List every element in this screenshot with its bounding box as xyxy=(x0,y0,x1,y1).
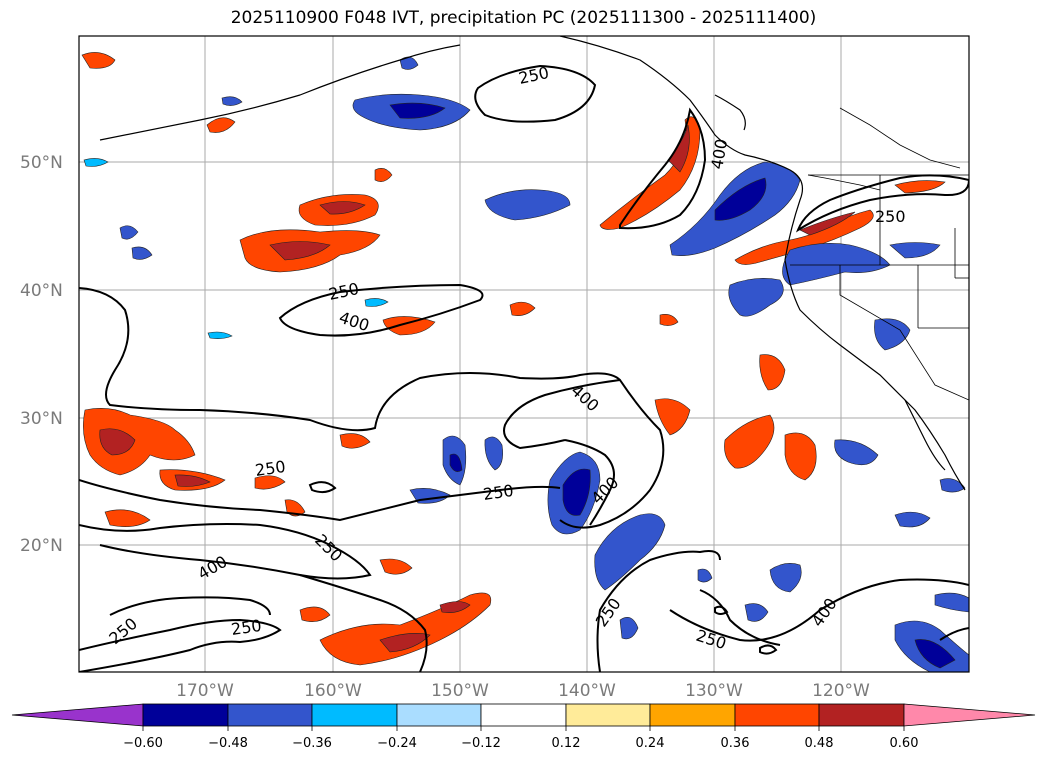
colorbar-segment xyxy=(734,703,820,727)
colorbar-segment xyxy=(396,703,482,727)
colorbar-tick-label: −0.48 xyxy=(208,736,248,751)
map-frame xyxy=(78,35,970,673)
colorbar-segment xyxy=(311,703,398,727)
lon-label-130w: 130°W xyxy=(685,681,743,701)
colorbar-tick-label: 0.36 xyxy=(721,736,750,751)
coastlines xyxy=(99,36,966,491)
lat-label-40n: 40°N xyxy=(20,281,63,301)
colorbar-tick-label: −0.36 xyxy=(292,736,332,751)
lon-label-170w: 170°W xyxy=(176,681,234,701)
figure-title: 2025110900 F048 IVT, precipitation PC (2… xyxy=(230,8,817,28)
colorbar-segment xyxy=(649,703,736,727)
contour-label: 250 xyxy=(254,457,287,480)
positive-precip-blobs xyxy=(81,52,946,666)
negative-precip-blobs xyxy=(83,56,969,672)
gridlines xyxy=(79,36,969,672)
lon-label-140w: 140°W xyxy=(558,681,616,701)
lat-label-20n: 20°N xyxy=(20,536,63,556)
colorbar-tick-label: 0.12 xyxy=(552,736,581,751)
colorbar-ticks xyxy=(142,726,905,731)
lat-label-30n: 30°N xyxy=(20,409,63,429)
lon-label-160w: 160°W xyxy=(304,681,362,701)
longitude-labels: 170°W 160°W 150°W 140°W 130°W 120°W xyxy=(176,681,870,701)
colorbar-segment xyxy=(142,703,229,727)
map-area xyxy=(79,36,969,672)
colorbar-tick-label: −0.12 xyxy=(461,736,501,751)
colorbar: −0.60 −0.48 −0.36 −0.24 −0.12 0.12 0.24 … xyxy=(11,703,1036,751)
colorbar-segment xyxy=(818,703,905,727)
colorbar-tick-label: 0.60 xyxy=(890,736,919,751)
colorbar-segment-over xyxy=(903,703,1036,727)
colorbar-segment xyxy=(565,703,651,727)
lon-label-120w: 120°W xyxy=(812,681,870,701)
colorbar-segment-under xyxy=(11,703,144,727)
colorbar-tick-label: 0.24 xyxy=(636,736,665,751)
colorbar-segment xyxy=(480,703,567,727)
lon-label-150w: 150°W xyxy=(431,681,489,701)
colorbar-tick-label: −0.24 xyxy=(377,736,417,751)
contour-label: 250 xyxy=(482,481,515,504)
colorbar-tick-label: 0.48 xyxy=(805,736,834,751)
contour-label: 250 xyxy=(230,616,263,639)
contour-label: 250 xyxy=(875,207,906,226)
colorbar-segment xyxy=(227,703,313,727)
colorbar-tick-label: −0.60 xyxy=(123,736,163,751)
latitude-labels: 50°N 40°N 30°N 20°N xyxy=(20,153,63,556)
lat-label-50n: 50°N xyxy=(20,153,63,173)
ivt-contours xyxy=(79,64,969,672)
